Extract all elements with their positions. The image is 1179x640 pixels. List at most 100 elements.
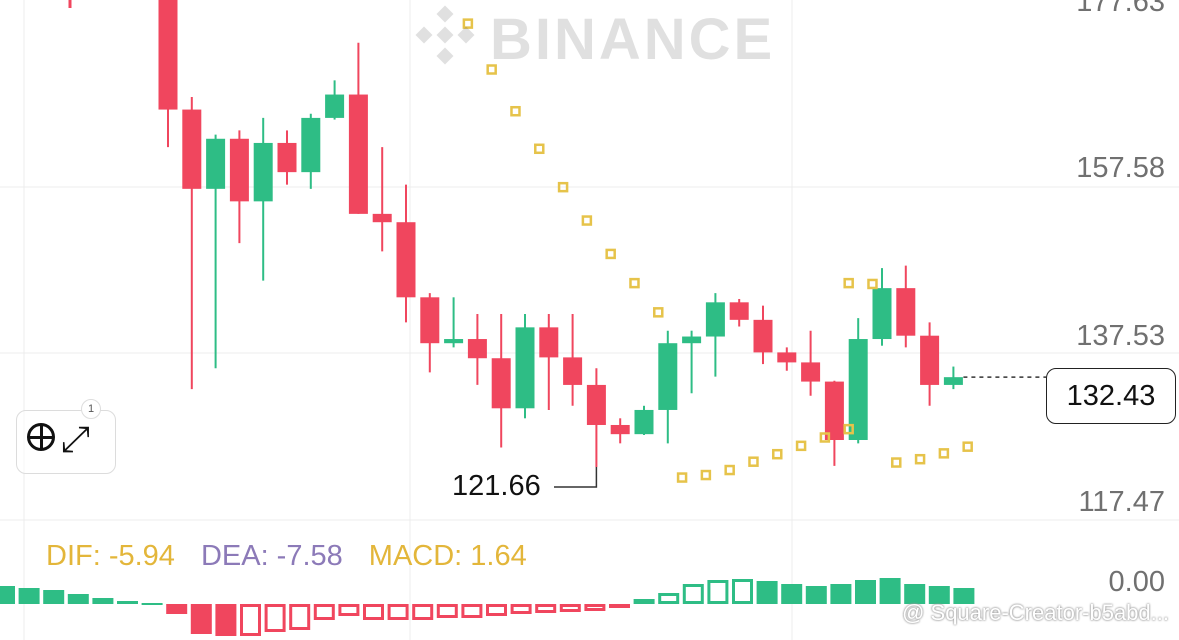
expand-icon[interactable]: ⤢ bbox=[61, 418, 90, 459]
macd-bar bbox=[805, 586, 827, 604]
candle-body bbox=[158, 0, 178, 110]
sar-dot bbox=[605, 248, 616, 260]
macd-bar bbox=[904, 584, 926, 604]
macd-bar bbox=[535, 604, 557, 613]
macd-bar bbox=[338, 604, 360, 616]
sar-dot bbox=[819, 432, 831, 443]
sar-dot bbox=[748, 456, 759, 467]
candle-body bbox=[848, 339, 868, 441]
globe-icon[interactable] bbox=[27, 423, 55, 451]
notification-badge: 1 bbox=[81, 399, 101, 419]
price-tick-2: 157.58 bbox=[1076, 152, 1165, 184]
sar-dot bbox=[843, 277, 854, 289]
price-tick-1: 177.63 bbox=[1076, 0, 1165, 18]
binance-logo-icon bbox=[415, 5, 475, 65]
macd-bar bbox=[43, 590, 65, 604]
candle-body bbox=[182, 109, 202, 189]
macd-bar bbox=[486, 604, 507, 616]
macd-bar bbox=[289, 604, 311, 630]
binance-watermark: BINANCE bbox=[410, 4, 775, 74]
sar-dot bbox=[581, 215, 593, 226]
candle-body bbox=[206, 138, 226, 189]
macd-bar bbox=[953, 588, 975, 604]
sar-dot bbox=[486, 64, 497, 75]
sar-dot bbox=[891, 457, 902, 468]
candle-body bbox=[801, 362, 821, 382]
dea-value: DEA: -7.58 bbox=[200, 540, 343, 572]
candle-body bbox=[372, 213, 392, 223]
macd-bar bbox=[559, 604, 581, 612]
candle-body bbox=[277, 142, 297, 173]
macd-bar bbox=[707, 580, 729, 604]
sar-dot bbox=[795, 440, 807, 452]
candle-body bbox=[467, 339, 487, 359]
chart-tools-widget[interactable]: ⤢ 1 bbox=[16, 399, 116, 474]
macd-bar bbox=[92, 598, 114, 604]
sar-dot bbox=[843, 423, 854, 435]
macd-bar bbox=[0, 586, 15, 604]
creator-tag: @ Square-Creator-b5abd... bbox=[902, 600, 1169, 625]
macd-bar bbox=[264, 604, 286, 632]
candle-body bbox=[920, 335, 940, 385]
sar-dot bbox=[724, 464, 735, 476]
macd-bar bbox=[461, 604, 483, 618]
candle-body bbox=[705, 302, 725, 337]
macd-bar bbox=[117, 601, 138, 604]
macd-bar bbox=[313, 604, 335, 620]
candle-body bbox=[301, 117, 321, 173]
candle-body bbox=[896, 288, 916, 336]
candle-body bbox=[943, 377, 963, 385]
sar-dot bbox=[867, 278, 878, 290]
macd-bar bbox=[830, 584, 852, 604]
candle-body bbox=[396, 222, 416, 298]
candle-body bbox=[515, 327, 535, 409]
sar-dot bbox=[700, 469, 712, 481]
candle-body bbox=[444, 339, 464, 344]
sar-dot bbox=[510, 105, 521, 117]
sar-dot bbox=[938, 448, 950, 459]
macd-bar bbox=[18, 588, 40, 604]
candle-body bbox=[729, 302, 749, 320]
candle-body bbox=[539, 327, 559, 358]
candle-body bbox=[872, 288, 892, 340]
macd-bar bbox=[436, 604, 458, 618]
macd-bar bbox=[658, 593, 680, 604]
macd-bar bbox=[609, 604, 630, 608]
macd-bar bbox=[363, 604, 384, 620]
macd-bar bbox=[412, 604, 434, 620]
macd-bar bbox=[781, 584, 803, 604]
macd-bar bbox=[510, 604, 532, 614]
sar-dot bbox=[557, 181, 569, 193]
macd-bar bbox=[215, 604, 237, 636]
candle-body bbox=[658, 343, 678, 410]
macd-bar bbox=[855, 580, 876, 604]
candle-body bbox=[610, 424, 630, 435]
sar-dot bbox=[534, 143, 545, 155]
sar-dot bbox=[676, 472, 688, 483]
candle-body bbox=[253, 142, 273, 202]
sar-dot bbox=[462, 18, 474, 29]
candle-body bbox=[491, 358, 511, 409]
macd-bar bbox=[584, 604, 606, 611]
candle-body bbox=[777, 352, 797, 363]
macd-legend: DIF: -5.94 DEA: -7.58 MACD: 1.64 bbox=[46, 540, 527, 573]
candle-body bbox=[563, 357, 583, 385]
sar-dot bbox=[914, 453, 926, 465]
candle-body bbox=[325, 94, 345, 118]
price-tick-3: 137.53 bbox=[1076, 320, 1165, 352]
macd-bar bbox=[240, 604, 261, 636]
macd-bar bbox=[67, 594, 89, 604]
price-tick-4: 117.47 bbox=[1078, 486, 1165, 518]
macd-bar bbox=[387, 604, 409, 620]
macd-bar bbox=[732, 579, 753, 604]
macd-bar bbox=[756, 581, 778, 604]
macd-bar bbox=[928, 586, 950, 604]
low-marker-leader bbox=[554, 467, 598, 488]
candle-body bbox=[824, 381, 844, 441]
sar-dot bbox=[962, 441, 973, 452]
candle-body bbox=[229, 138, 249, 202]
candle-body bbox=[753, 319, 773, 353]
candle-body bbox=[348, 94, 368, 214]
